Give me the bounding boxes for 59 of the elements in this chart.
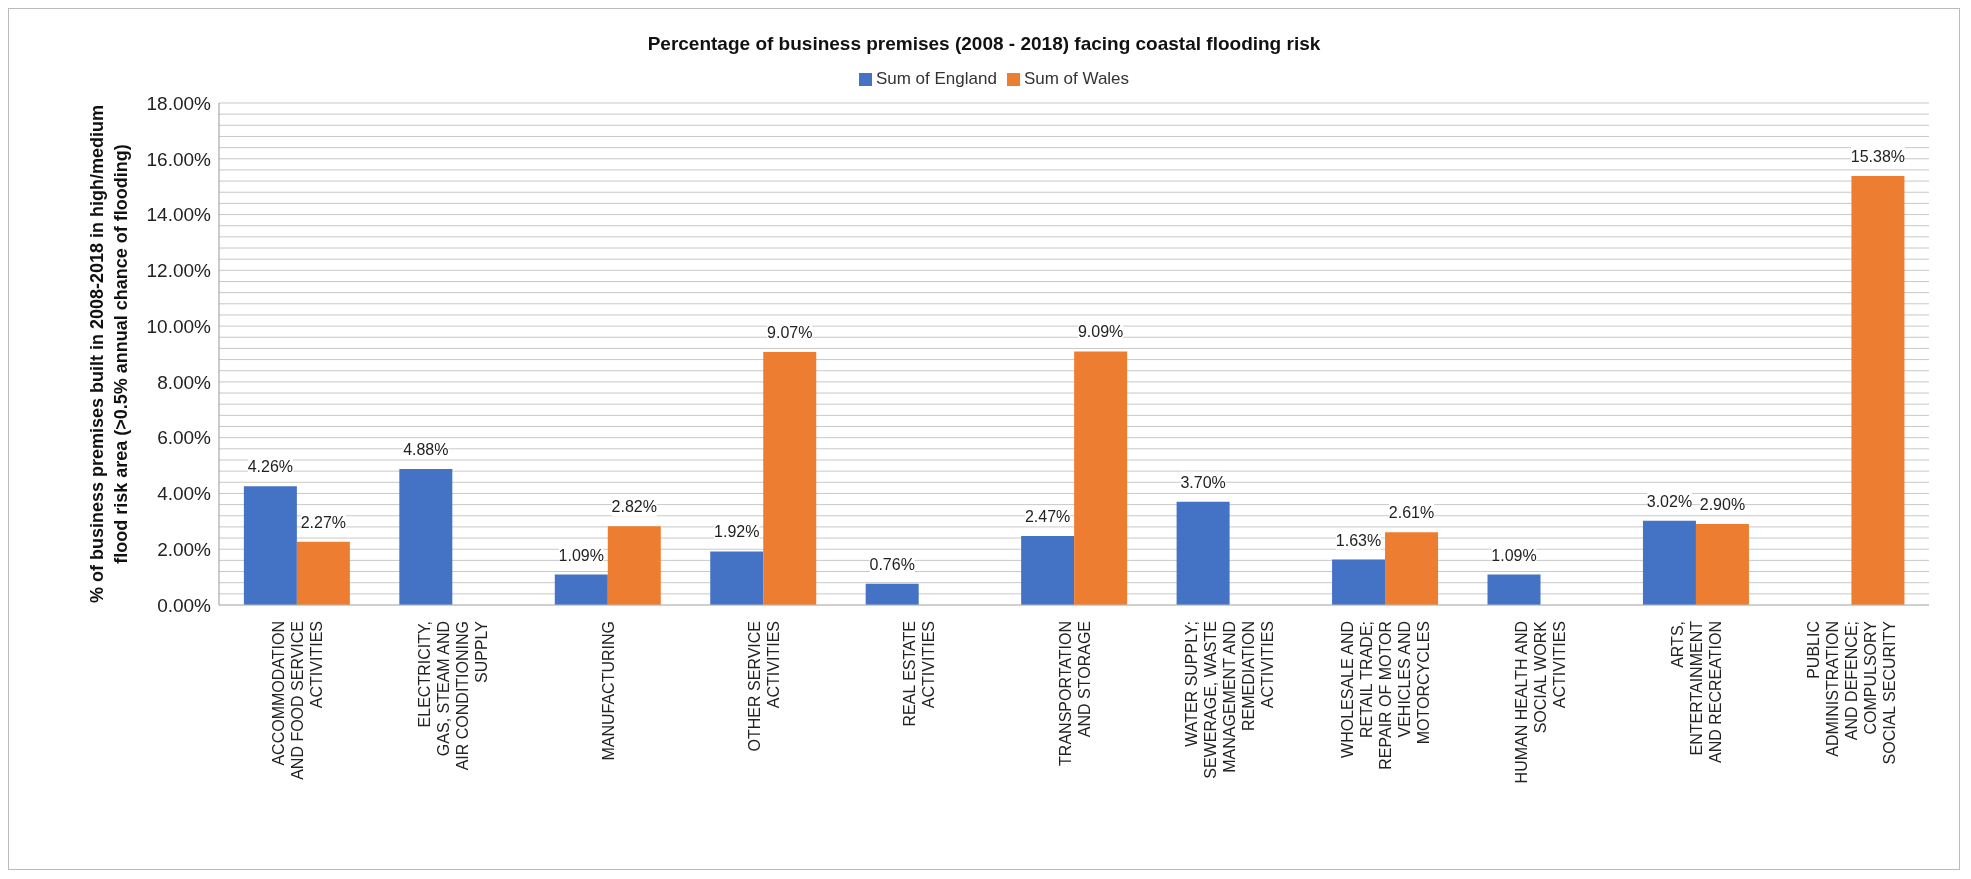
y-tick-label: 6.00% — [157, 427, 212, 449]
data-label: 2.27% — [300, 513, 347, 531]
data-label: 0.76% — [869, 555, 915, 573]
x-tick-label: PUBLIC ADMINISTRATION AND DEFENCE; COMPULSORY SOCIAL SECURITY — [1805, 620, 1899, 765]
y-tick-label: 4.00% — [157, 483, 212, 505]
bar — [607, 526, 661, 605]
x-tick-label: OTHER SERVICE ACTIVITIES — [745, 621, 782, 752]
y-tick-label: 0.00% — [157, 594, 212, 616]
bar — [763, 352, 817, 605]
y-tick-label: 8.00% — [157, 371, 212, 393]
data-label: 3.02% — [1646, 492, 1693, 510]
data-label: 2.47% — [1024, 508, 1071, 526]
data-label: 3.70% — [1180, 473, 1226, 491]
y-tick-label: 16.00% — [146, 148, 212, 170]
bar — [243, 486, 297, 605]
data-label: 1.09% — [558, 546, 604, 564]
x-tick-label: ACCOMMODATION AND FOOD SERVICE ACTIVITIES — [269, 621, 325, 780]
data-label: 2.82% — [611, 498, 657, 516]
x-tick-label: MANUFACTURING — [599, 621, 617, 761]
y-tick-label: 12.00% — [146, 260, 212, 282]
legend-label: Sum of Wales — [1023, 69, 1130, 88]
bar — [1176, 501, 1230, 605]
bar — [1695, 524, 1749, 605]
data-label: 15.38% — [1850, 148, 1906, 166]
bar — [1074, 351, 1128, 605]
x-tick-label: REAL ESTATE ACTIVITIES — [901, 621, 938, 727]
bar — [1851, 176, 1905, 605]
bar — [296, 541, 350, 605]
data-label: 1.63% — [1335, 531, 1382, 549]
y-axis-title: % of business premises built in 2008-2018 in high/medium flood risk area (>0.5% annual chance of flooding) — [87, 104, 131, 604]
data-label: 2.90% — [1699, 496, 1746, 514]
bar — [554, 574, 608, 605]
y-tick-label: 2.00% — [157, 538, 212, 560]
x-tick-label: ELECTRICITY, GAS, STEAM AND AIR CONDITIONING SUPPLY — [415, 620, 490, 771]
data-label: 9.09% — [1077, 323, 1124, 341]
data-label: 4.26% — [247, 458, 294, 476]
x-tick-label: ARTS, ENTERTAINMENT AND RECREATION — [1668, 620, 1724, 763]
data-label: 9.07% — [767, 324, 813, 342]
data-label: 1.92% — [714, 523, 760, 541]
bar — [1642, 520, 1696, 605]
data-label: 4.88% — [403, 440, 449, 458]
bar — [865, 583, 919, 605]
x-tick-label: TRANSPORTATION AND STORAGE — [1056, 621, 1093, 766]
y-tick-label: 14.00% — [146, 204, 212, 226]
legend-label: Sum of England — [875, 69, 997, 88]
x-tick-label: WATER SUPPLY; SEWERAGE, WASTE MANAGEMENT AND REMEDIATION ACTIVITIES — [1183, 621, 1277, 779]
x-tick-label: HUMAN HEALTH AND SOCIAL WORK ACTIVITIES — [1513, 620, 1569, 784]
y-tick-label: 10.00% — [146, 315, 212, 337]
data-label: 2.61% — [1388, 504, 1435, 522]
bar — [710, 551, 764, 605]
bar — [1487, 574, 1541, 605]
bar — [1021, 536, 1075, 605]
data-label: 1.09% — [1491, 546, 1537, 564]
bar — [1385, 532, 1439, 605]
bar — [1332, 559, 1386, 605]
x-tick-label: WHOLESALE AND RETAIL TRADE; REPAIR OF MOTOR VEHICLES AND MOTORCYCLES — [1338, 621, 1432, 770]
bar — [399, 468, 453, 605]
chart-title: Percentage of business premises (2008 - 2018) facing coastal flooding risk — [646, 32, 1322, 55]
y-tick-label: 18.00% — [146, 92, 212, 114]
